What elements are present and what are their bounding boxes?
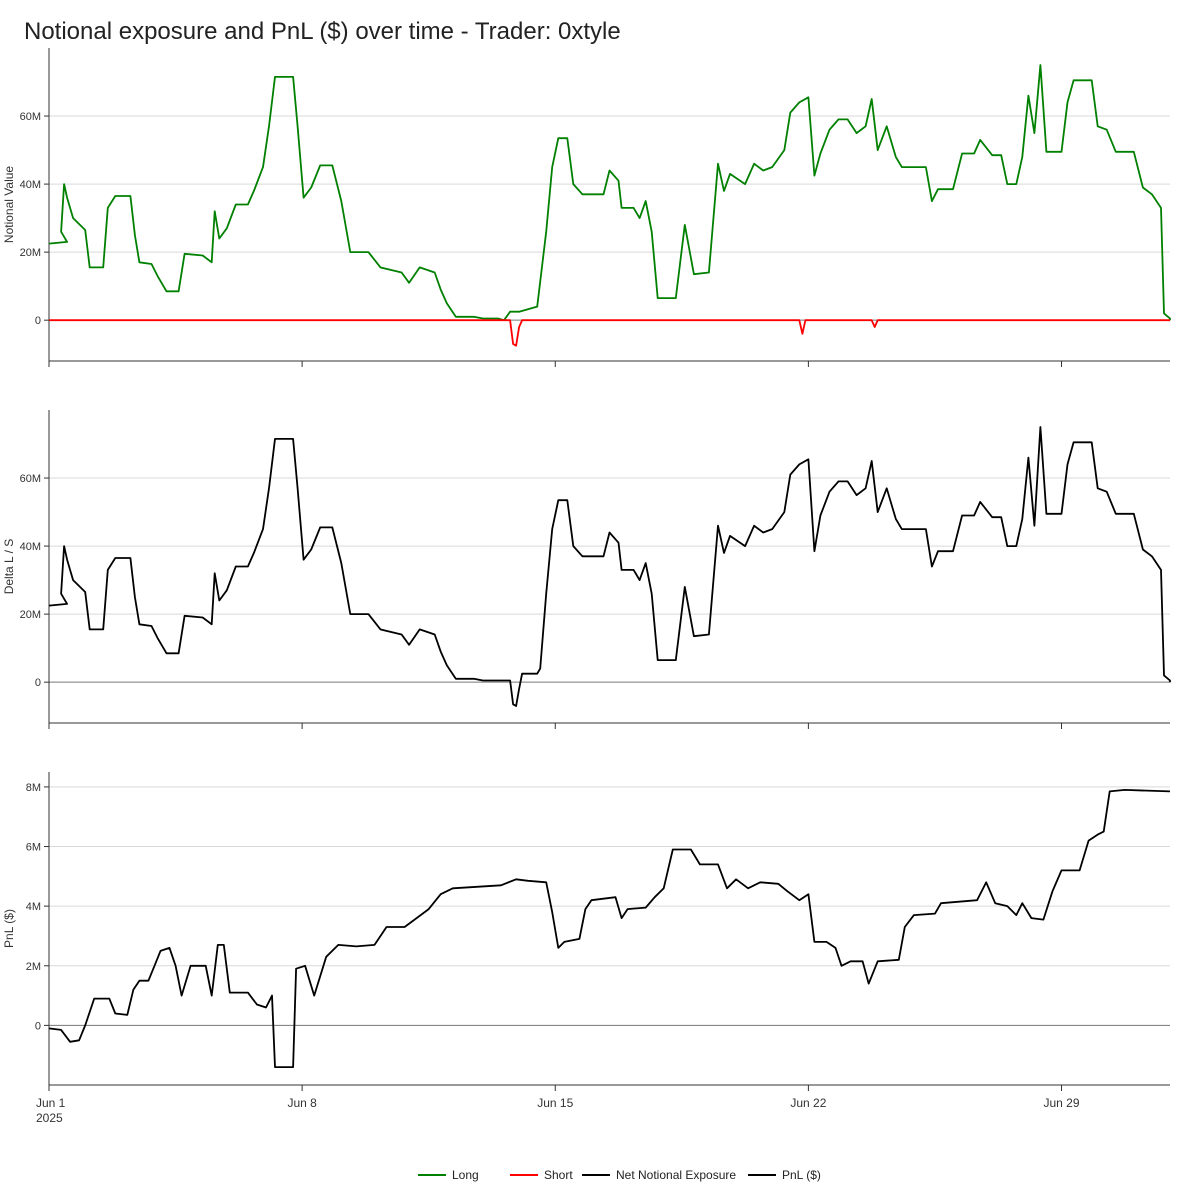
legend-label: Net Notional Exposure <box>616 1168 736 1182</box>
panel-2: 0 20M 40M 60M Delta L / S <box>2 410 1171 729</box>
y-tick-label: 0 <box>35 315 41 327</box>
x-tick-label: Jun 15 <box>537 1096 573 1110</box>
series-line-short <box>49 319 1170 347</box>
x-tick-label: Jun 1 <box>36 1096 66 1110</box>
x-tick-label: Jun 29 <box>1044 1096 1080 1110</box>
y-tick-label: 8M <box>26 782 41 794</box>
series-line-long <box>48 64 1171 322</box>
y-tick-label: 20M <box>20 609 41 621</box>
legend-label: Long <box>452 1168 479 1182</box>
x-year-label: 2025 <box>36 1111 63 1125</box>
series-line-net-notional-exposure <box>48 426 1171 707</box>
legend: Long Short Net Notional Exposure PnL ($) <box>418 1168 821 1182</box>
y-tick-label: 2M <box>26 961 41 973</box>
y-tick-label: 4M <box>26 901 41 913</box>
series-line-pnl <box>48 789 1171 1068</box>
y-tick-label: 60M <box>20 111 41 123</box>
panel-3: 0 2M 4M 6M 8M PnL ($) <box>2 772 1171 1091</box>
y-tick-label: 60M <box>20 473 41 485</box>
x-tick-label: Jun 22 <box>790 1096 826 1110</box>
y-axis-label: Delta L / S <box>2 539 16 595</box>
chart-title: Notional exposure and PnL ($) over time … <box>24 18 621 45</box>
legend-label: PnL ($) <box>782 1168 821 1182</box>
y-axis-label: PnL ($) <box>2 909 16 948</box>
legend-label: Short <box>544 1168 573 1182</box>
y-tick-label: 40M <box>20 179 41 191</box>
y-tick-label: 0 <box>35 1020 41 1032</box>
y-tick-label: 20M <box>20 247 41 259</box>
panel-1: 0 20M 40M 60M Notional Value <box>2 48 1171 367</box>
y-tick-label: 0 <box>35 677 41 689</box>
x-tick-label: Jun 8 <box>287 1096 317 1110</box>
y-tick-label: 40M <box>20 541 41 553</box>
y-axis-label: Notional Value <box>2 166 16 243</box>
y-tick-label: 6M <box>26 842 41 854</box>
